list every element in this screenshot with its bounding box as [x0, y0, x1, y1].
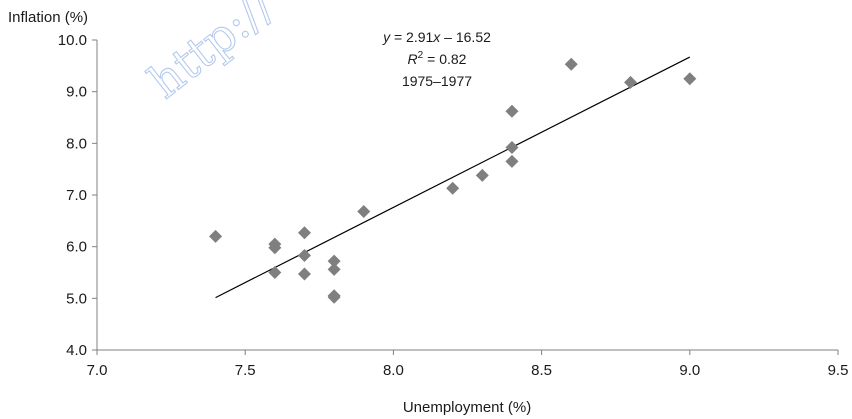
- data-point-diamond: [683, 72, 697, 86]
- x-axis-title: Unemployment (%): [403, 399, 531, 416]
- x-tick-label: 7.5: [235, 362, 256, 379]
- y-tick-label: 9.0: [66, 84, 87, 101]
- y-axis-title: Inflation (%): [8, 9, 88, 26]
- r-squared-label: R2 = 0.82: [408, 50, 467, 67]
- x-tick-label: 8.5: [531, 362, 552, 379]
- data-point-diamond: [268, 266, 282, 279]
- y-tick-label: 10.0: [58, 32, 87, 49]
- trendline: [215, 56, 691, 299]
- y-tick-label: 5.0: [66, 290, 87, 307]
- r2-value: = 0.82: [423, 51, 466, 67]
- x-tick-label: 8.0: [383, 362, 404, 379]
- y-tick-label: 6.0: [66, 239, 87, 256]
- x-tick-label: 9.0: [679, 362, 700, 379]
- y-tick-label: 7.0: [66, 187, 87, 204]
- data-points: [209, 57, 697, 304]
- x-tick-group: 7.0 7.5 8.0 8.5 9.0 9.5: [87, 350, 849, 379]
- equation-tail: – 16.52: [440, 29, 491, 45]
- data-point-diamond: [297, 226, 311, 240]
- equation-lhs: y: [382, 29, 391, 45]
- data-point-diamond: [505, 104, 519, 118]
- x-tick-label: 7.0: [87, 362, 108, 379]
- r2-superscript: 2: [418, 50, 424, 61]
- data-point-diamond: [505, 140, 519, 154]
- trendline-equation: y = 2.91x – 16.52: [382, 29, 491, 45]
- data-point-diamond: [475, 168, 489, 182]
- r2-letter: R: [408, 51, 418, 67]
- data-point-diamond: [564, 57, 578, 71]
- data-point-diamond: [327, 254, 341, 268]
- data-point-diamond: [297, 248, 311, 262]
- equation-var: x: [432, 29, 441, 45]
- data-point-diamond: [505, 154, 519, 168]
- data-point-diamond: [268, 241, 282, 255]
- data-point-diamond: [446, 181, 460, 195]
- y-tick-label: 4.0: [66, 342, 87, 359]
- data-point-diamond: [327, 262, 341, 276]
- data-point-diamond: [297, 267, 311, 281]
- y-tick-label: 8.0: [66, 135, 87, 152]
- data-point-diamond: [624, 75, 638, 89]
- x-tick-label: 9.5: [828, 362, 849, 379]
- equation-rhs: = 2.91: [390, 29, 433, 45]
- data-point-diamond: [327, 290, 341, 304]
- data-point-diamond: [357, 205, 371, 219]
- data-point-diamond: [209, 229, 223, 243]
- y-tick-group: 4.0 5.0 6.0 7.0 8.0 9.0 10.0: [58, 32, 97, 359]
- period-label: 1975–1977: [402, 73, 472, 89]
- watermark: http://: [139, 0, 285, 109]
